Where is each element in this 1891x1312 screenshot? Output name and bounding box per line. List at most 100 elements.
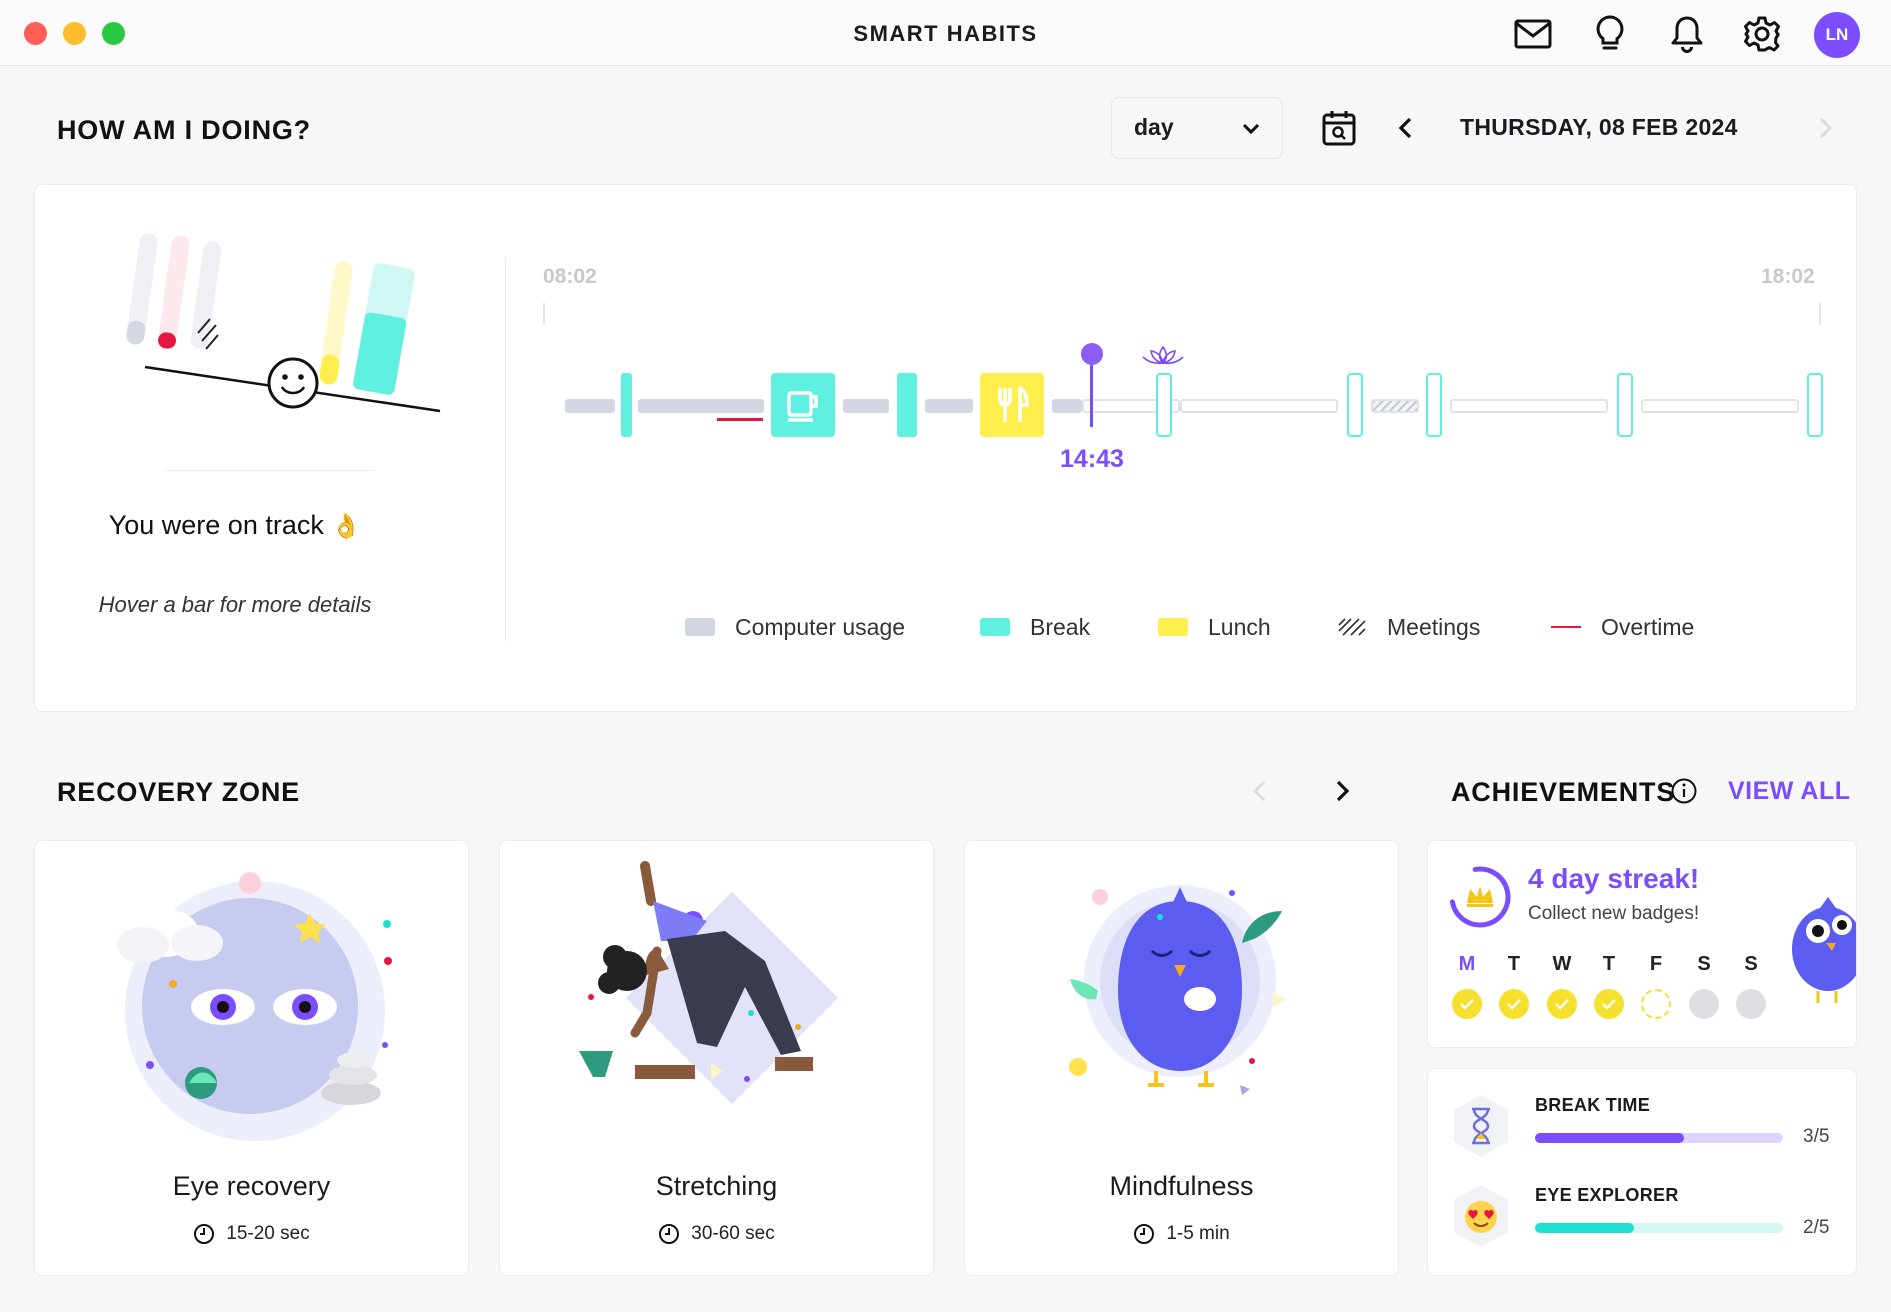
badge-progress-fill [1535,1133,1684,1143]
badge-progress-bar [1535,1133,1783,1143]
planned-break-bar[interactable] [1807,373,1823,437]
duration-text: 15-20 sec [226,1223,310,1244]
info-icon[interactable] [1670,777,1698,810]
calendar-icon[interactable] [1321,109,1357,152]
planned-usage-bar[interactable] [1180,399,1338,413]
legend-overtime: Overtime [1551,612,1694,642]
day-completed-check-icon [1499,989,1529,1019]
recovery-next-button[interactable] [1332,779,1352,808]
minimize-window-button[interactable] [63,22,86,45]
computer-usage-bar[interactable] [843,399,889,413]
meeting-bar[interactable] [1371,399,1419,413]
break-bar[interactable] [897,373,917,437]
weekday-label: T [1507,953,1521,975]
duration-text: 30-60 sec [691,1223,775,1244]
planned-break-bar[interactable] [1347,373,1363,437]
clock-icon [659,1224,680,1244]
recovery-card-title: Eye recovery [172,1171,331,1201]
app-title: SMART HABITS [853,21,1038,46]
current-time-line [1090,365,1093,427]
badge-progress-count: 2/5 [1803,1217,1830,1238]
planned-break-bar[interactable] [1617,373,1633,437]
day-completed-check-icon [1594,989,1624,1019]
streak-title: 4 day streak! [1528,863,1700,894]
gear-icon[interactable] [1742,14,1782,54]
fork-knife-icon [998,386,1029,422]
close-window-button[interactable] [24,22,47,45]
planned-break-bar[interactable] [1426,373,1442,437]
next-date-button[interactable] [1815,116,1835,145]
divider [505,257,506,641]
planned-usage-bar[interactable] [1641,399,1799,413]
lunch-bar[interactable] [980,373,1044,437]
chevron-left-icon [1252,780,1266,802]
balance-illustration [126,233,441,413]
clock-icon [1134,1224,1155,1244]
legend-label: Overtime [1601,613,1695,640]
maximize-window-button[interactable] [102,22,125,45]
current-time-handle[interactable] [1081,343,1103,365]
coffee-cup-icon [787,391,818,422]
planned-break-bar[interactable] [1156,373,1172,437]
previous-date-button[interactable] [1396,116,1416,145]
heart-eyes-badge-icon [1454,1185,1508,1247]
recovery-prev-button[interactable] [1250,779,1270,808]
legend-swatch [1551,626,1581,628]
computer-usage-bar[interactable] [925,399,973,413]
stretching-card[interactable]: Stretching 30-60 sec [499,840,934,1276]
legend-label: Break [1030,613,1091,640]
mindfulness-illustration [1069,885,1286,1095]
page-title: HOW AM I DOING? [57,115,311,145]
chevron-right-icon [1336,780,1350,802]
hourglass-badge-icon [1454,1095,1508,1157]
streak-subtitle: Collect new badges! [1528,903,1700,924]
legend-meetings: Meetings [1337,612,1480,642]
badges-card[interactable]: BREAK TIME 3/5 EYE EXPLORER 2/5 [1427,1068,1857,1276]
recovery-card-duration: 30-60 sec [500,1223,933,1245]
timeline-end-tick [1819,303,1821,325]
view-all-link[interactable]: VIEW ALL [1728,777,1851,805]
planned-usage-bar[interactable] [1082,399,1180,413]
planned-usage-bar[interactable] [1450,399,1608,413]
legend-computer-usage: Computer usage [685,612,905,642]
mindfulness-card[interactable]: Mindfulness 1-5 min [964,840,1399,1276]
break-bar[interactable] [771,373,835,437]
lightbulb-icon[interactable] [1590,14,1630,54]
weekday-label: S [1744,953,1758,975]
weekday-label: S [1697,953,1711,975]
clock-icon [194,1224,215,1244]
day-pending-dot [1641,989,1671,1019]
period-select[interactable]: day [1111,97,1283,159]
bell-icon[interactable] [1667,14,1707,54]
eye-recovery-card[interactable]: Eye recovery 15-20 sec [34,840,469,1276]
track-status-text: You were on track [108,510,324,540]
legend-label: Meetings [1387,613,1481,640]
legend-label: Lunch [1208,613,1271,640]
recovery-zone-title: RECOVERY ZONE [57,777,300,807]
streak-card[interactable]: 4 day streak! Collect new badges! [1427,840,1857,1048]
computer-usage-bar[interactable] [638,399,764,413]
day-overview-card: You were on track 👌 Hover a bar for more… [34,184,1857,712]
day-completed-check-icon [1547,989,1577,1019]
mail-icon[interactable] [1513,14,1553,54]
user-avatar[interactable]: LN [1814,12,1860,58]
eye-recovery-illustration [117,872,392,1141]
badge-name: EYE EXPLORER [1535,1185,1679,1205]
recovery-card-duration: 1-5 min [965,1223,1398,1245]
hover-hint: Hover a bar for more details [98,592,372,617]
chevron-left-icon [1398,117,1412,139]
legend-swatch [685,618,715,636]
day-future-dot [1689,989,1719,1019]
recovery-card-title: Stretching [655,1171,778,1201]
computer-usage-bar[interactable] [565,399,615,413]
computer-usage-bar[interactable] [1052,399,1082,413]
overtime-line[interactable] [717,418,763,421]
badge-name: BREAK TIME [1535,1095,1650,1115]
break-bar[interactable] [621,373,632,437]
timeline-start-tick [543,303,545,325]
title-bar: SMART HABITS LN [0,0,1891,66]
divider [165,470,375,471]
recovery-card-title: Mindfulness [1109,1171,1254,1201]
day-completed-check-icon [1452,989,1482,1019]
owl-mascot-icon [1792,897,1856,1003]
